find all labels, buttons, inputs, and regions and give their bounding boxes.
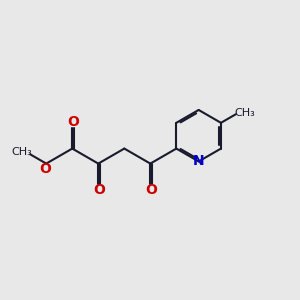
Text: O: O bbox=[67, 115, 79, 129]
Text: N: N bbox=[193, 154, 205, 168]
Text: O: O bbox=[145, 184, 157, 197]
Text: CH₃: CH₃ bbox=[12, 147, 32, 157]
Text: O: O bbox=[40, 162, 51, 176]
Text: O: O bbox=[93, 184, 105, 197]
Text: CH₃: CH₃ bbox=[235, 108, 255, 118]
